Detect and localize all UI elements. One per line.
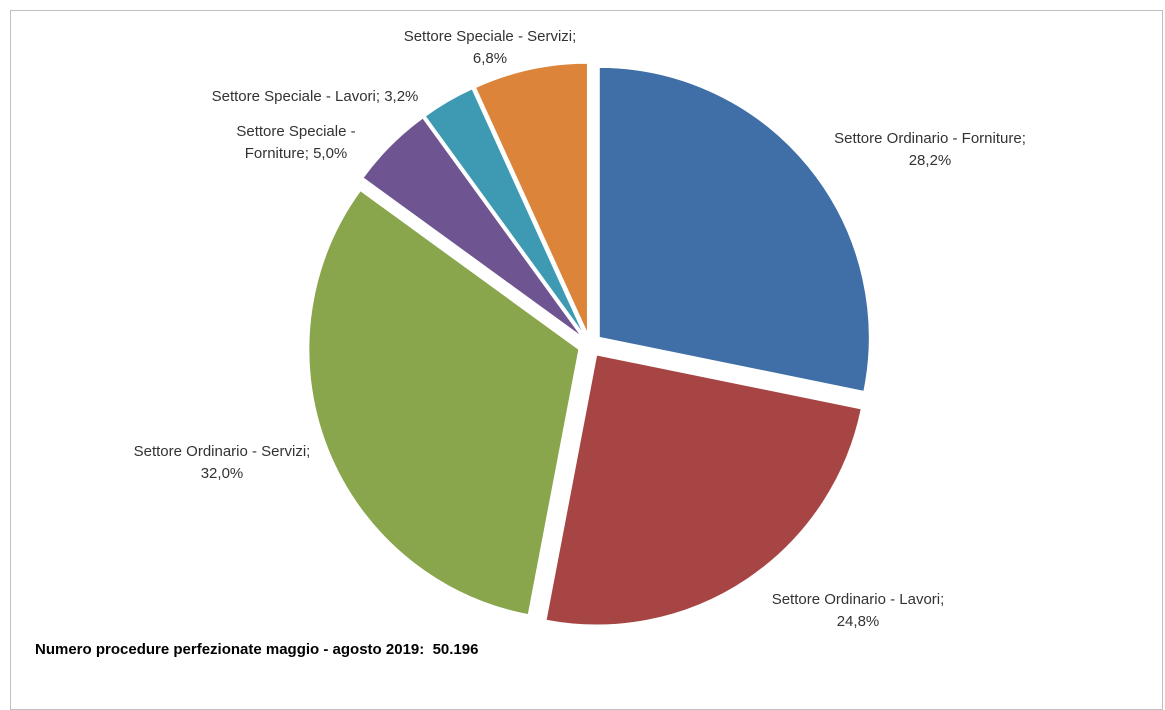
- label-ordinario-forniture: Settore Ordinario - Forniture; 28,2%: [834, 130, 1026, 169]
- label-ordinario-servizi: Settore Ordinario - Servizi; 32,0%: [134, 443, 311, 482]
- slice-speciale-servizi: [474, 62, 588, 334]
- slice-ordinario-servizi: [308, 190, 580, 616]
- slice-ordinario-lavori: [545, 354, 862, 626]
- label-speciale-lavori: Settore Speciale - Lavori; 3,2%: [212, 88, 419, 105]
- slice-ordinario-forniture: [598, 66, 870, 392]
- footnote: Numero procedure perfezionate maggio - a…: [35, 641, 479, 658]
- slice-speciale-forniture: [362, 117, 582, 337]
- label-ordinario-lavori: Settore Ordinario - Lavori; 24,8%: [772, 591, 945, 630]
- label-speciale-forniture: Settore Speciale -Forniture; 5,0%: [236, 123, 355, 162]
- label-speciale-servizi: Settore Speciale - Servizi; 6,8%: [404, 28, 577, 67]
- slice-speciale-lavori: [424, 88, 585, 335]
- pie-chart: Settore Ordinario - Forniture; 28,2% Setto…: [134, 28, 1026, 630]
